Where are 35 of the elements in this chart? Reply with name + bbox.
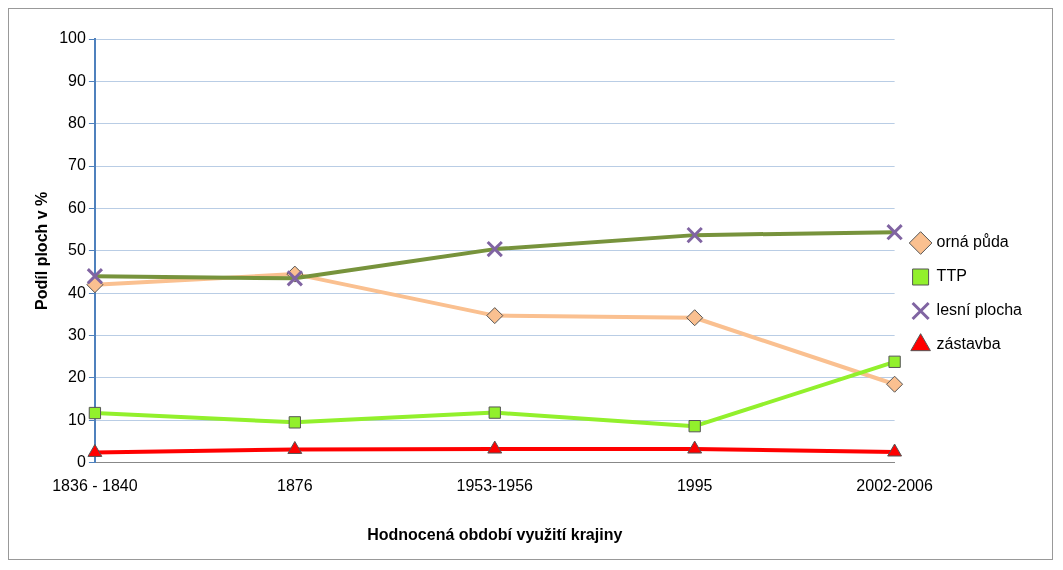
y-tick-label: 70 [68, 156, 86, 174]
y-axis-title: Podíl ploch v % [33, 191, 51, 310]
point [888, 355, 901, 368]
x-tick-label: 1995 [676, 476, 713, 494]
x-tick-label: 2002-2006 [856, 476, 933, 494]
point [287, 440, 303, 454]
y-tick-label: 90 [68, 71, 86, 89]
legend-label: TTP [936, 267, 967, 285]
y-tick-label: 60 [68, 198, 86, 216]
point [688, 420, 701, 433]
x-axis-title: Hodnocená období využití krajiny [367, 525, 623, 543]
y-tick-label: 80 [68, 114, 86, 132]
y-tick-label: 10 [68, 410, 86, 428]
legend-label: orná půda [936, 233, 1009, 251]
point [887, 443, 903, 457]
legend-label: zástavba [936, 335, 1001, 353]
legend-label: lesní plocha [936, 301, 1023, 319]
y-tick-label: 20 [68, 368, 86, 386]
x-tick-label: 1953-1956 [456, 476, 534, 494]
point [686, 309, 704, 327]
point [87, 443, 103, 457]
y-tick-label: 50 [68, 241, 86, 259]
point [486, 307, 504, 325]
y-tick-label: 100 [59, 29, 86, 47]
point [88, 406, 102, 420]
y-tick-label: 0 [76, 453, 86, 471]
x-tick-label: 1836 - 1840 [52, 476, 138, 494]
point [288, 416, 301, 429]
point [886, 375, 904, 393]
point [488, 406, 501, 419]
y-tick-label: 30 [68, 325, 86, 343]
point [487, 440, 503, 454]
point [687, 440, 703, 454]
y-tick-label: 40 [68, 283, 86, 301]
x-tick-label: 1876 [277, 476, 313, 494]
